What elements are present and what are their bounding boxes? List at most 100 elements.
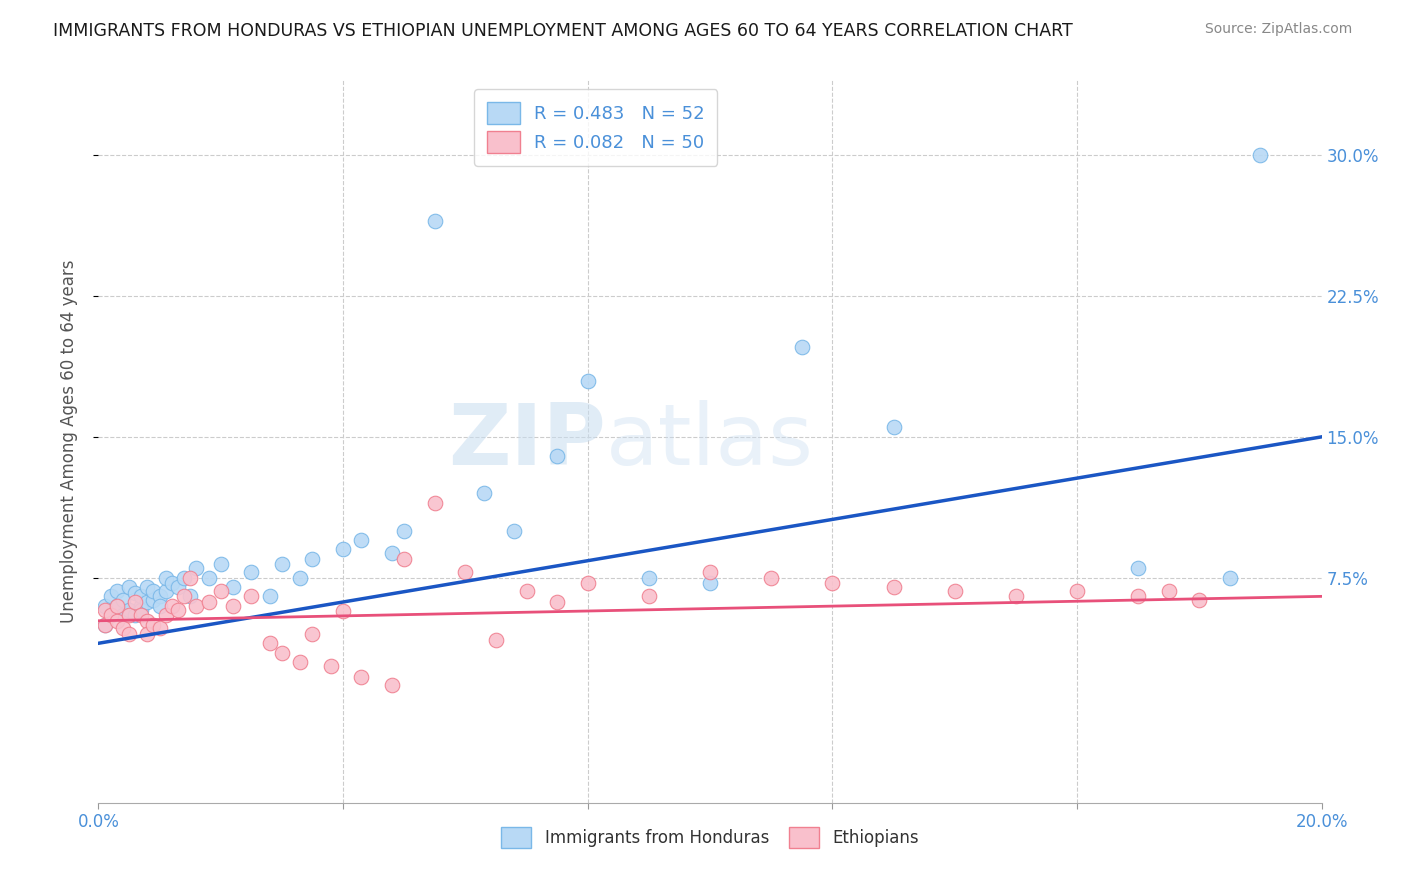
Point xyxy=(124,585,146,599)
Point xyxy=(1219,571,1241,585)
Point xyxy=(105,583,128,598)
Point xyxy=(160,599,183,613)
Point xyxy=(1157,583,1180,598)
Text: IMMIGRANTS FROM HONDURAS VS ETHIOPIAN UNEMPLOYMENT AMONG AGES 60 TO 64 YEARS COR: IMMIGRANTS FROM HONDURAS VS ETHIOPIAN UN… xyxy=(53,22,1073,40)
Point xyxy=(222,580,245,594)
Point xyxy=(111,621,134,635)
Point xyxy=(129,599,152,613)
Point xyxy=(576,374,599,388)
Point xyxy=(142,583,165,598)
Point xyxy=(111,608,134,623)
Point xyxy=(259,636,281,650)
Point xyxy=(259,590,281,604)
Point xyxy=(167,602,190,616)
Point xyxy=(485,632,508,647)
Point xyxy=(155,583,177,598)
Text: Source: ZipAtlas.com: Source: ZipAtlas.com xyxy=(1205,22,1353,37)
Point xyxy=(392,551,416,566)
Point xyxy=(142,593,165,607)
Point xyxy=(160,576,183,591)
Point xyxy=(179,590,201,604)
Point xyxy=(381,677,404,691)
Point xyxy=(790,340,813,354)
Point xyxy=(290,571,312,585)
Point xyxy=(1249,148,1271,162)
Point xyxy=(240,565,263,579)
Point xyxy=(332,542,354,557)
Point xyxy=(1128,561,1150,575)
Point xyxy=(149,621,172,635)
Point xyxy=(105,599,128,613)
Point xyxy=(576,576,599,591)
Point xyxy=(350,533,373,547)
Point xyxy=(883,420,905,434)
Point xyxy=(100,590,122,604)
Point xyxy=(1188,593,1211,607)
Point xyxy=(222,599,245,613)
Point xyxy=(270,558,292,572)
Point xyxy=(124,595,146,609)
Point xyxy=(136,627,159,641)
Point xyxy=(118,627,141,641)
Point xyxy=(179,571,201,585)
Point xyxy=(105,614,128,628)
Point xyxy=(93,617,115,632)
Point xyxy=(332,604,354,618)
Y-axis label: Unemployment Among Ages 60 to 64 years: Unemployment Among Ages 60 to 64 years xyxy=(59,260,77,624)
Point xyxy=(472,486,495,500)
Point xyxy=(186,599,208,613)
Point xyxy=(136,580,159,594)
Point xyxy=(93,599,115,613)
Point xyxy=(503,524,526,538)
Point xyxy=(1066,583,1088,598)
Point xyxy=(699,576,721,591)
Point xyxy=(423,214,446,228)
Point xyxy=(197,571,219,585)
Point xyxy=(129,590,152,604)
Point xyxy=(546,449,568,463)
Point xyxy=(209,583,232,598)
Point xyxy=(173,571,195,585)
Point xyxy=(381,546,404,560)
Point xyxy=(118,602,141,616)
Point xyxy=(516,583,538,598)
Point xyxy=(129,602,152,616)
Point xyxy=(883,580,905,594)
Point xyxy=(423,495,446,509)
Point xyxy=(136,614,159,628)
Legend: Immigrants from Honduras, Ethiopians: Immigrants from Honduras, Ethiopians xyxy=(494,819,927,856)
Point xyxy=(392,524,416,538)
Point xyxy=(167,580,190,594)
Point xyxy=(301,627,323,641)
Point xyxy=(155,608,177,623)
Point xyxy=(100,608,122,623)
Point xyxy=(759,571,782,585)
Point xyxy=(173,590,195,604)
Point xyxy=(149,599,172,613)
Point xyxy=(186,561,208,575)
Point xyxy=(943,583,966,598)
Point xyxy=(1004,590,1026,604)
Point xyxy=(111,593,134,607)
Point xyxy=(100,608,122,623)
Point xyxy=(142,617,165,632)
Point xyxy=(124,608,146,623)
Point xyxy=(149,590,172,604)
Point xyxy=(821,576,844,591)
Point xyxy=(699,565,721,579)
Point xyxy=(290,655,312,669)
Point xyxy=(136,595,159,609)
Point xyxy=(118,580,141,594)
Point xyxy=(270,646,292,660)
Point xyxy=(118,608,141,623)
Point xyxy=(240,590,263,604)
Point xyxy=(454,565,477,579)
Point xyxy=(319,658,342,673)
Point xyxy=(155,571,177,585)
Point xyxy=(350,670,373,684)
Text: atlas: atlas xyxy=(606,400,814,483)
Point xyxy=(93,617,115,632)
Point xyxy=(105,599,128,613)
Point xyxy=(1128,590,1150,604)
Point xyxy=(637,571,661,585)
